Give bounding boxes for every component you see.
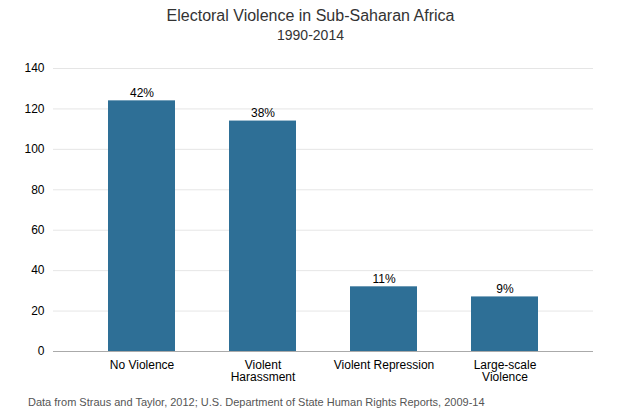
html-text:Data from Straus and Taylor, 2: Data from Straus and Taylor, 2012; U.S. … xyxy=(28,396,485,408)
svg-text:40: 40 xyxy=(31,263,45,277)
svg-text:ViolentHarassment: ViolentHarassment xyxy=(231,358,296,384)
html-text:1990-2014: 1990-2014 xyxy=(277,27,344,43)
svg-text:120: 120 xyxy=(24,102,44,116)
svg-text:11%: 11% xyxy=(372,272,395,286)
svg-text:0: 0 xyxy=(38,344,45,358)
svg-text:140: 140 xyxy=(24,61,44,75)
svg-text:9%: 9% xyxy=(496,282,514,296)
svg-text:60: 60 xyxy=(31,223,45,237)
svg-text:Large-scaleViolence: Large-scaleViolence xyxy=(474,358,537,384)
svg-text:Violent Repression: Violent Repression xyxy=(334,358,435,372)
svg-text:20: 20 xyxy=(31,304,45,318)
svg-text:80: 80 xyxy=(31,183,45,197)
svg-text:100: 100 xyxy=(24,142,44,156)
html-text:Electoral Violence in Sub-Saha: Electoral Violence in Sub-Saharan Africa xyxy=(166,7,455,24)
svg-text:42%: 42% xyxy=(130,86,154,100)
svg-text:No Violence: No Violence xyxy=(110,358,175,372)
svg-text:38%: 38% xyxy=(251,106,275,120)
